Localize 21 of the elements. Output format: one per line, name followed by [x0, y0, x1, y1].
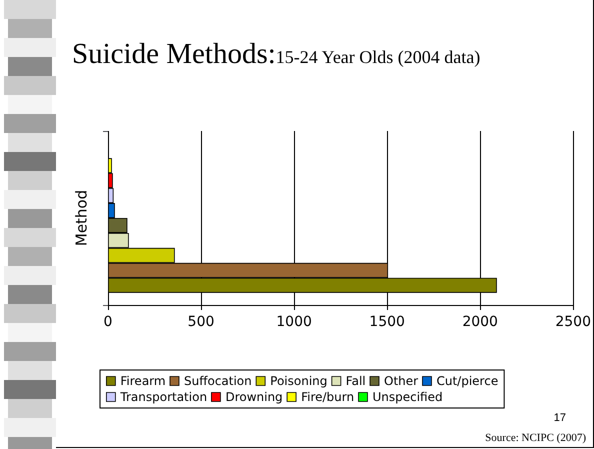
chart-title: Suicide Methods: — [72, 38, 276, 70]
legend-label: Fall — [346, 374, 366, 388]
text: 17 — [554, 412, 566, 424]
legend-label: Unspecified — [372, 390, 443, 404]
legend-label: Other — [384, 374, 418, 388]
legend-label: Transportation — [119, 390, 208, 404]
y-axis-title: Method — [72, 190, 91, 246]
legend-label: Poisoning — [270, 374, 328, 388]
x-tick-label: 2000 — [462, 314, 498, 330]
x-tick-label: 1500 — [369, 314, 405, 330]
x-tick-label: 2500 — [555, 314, 592, 330]
chart-subtitle: 15-24 Year Olds (2004 data) — [276, 47, 480, 67]
x-tick-label: 0 — [104, 314, 112, 330]
x-tick-label: 1000 — [276, 314, 312, 330]
legend-label: Fire/burn — [301, 390, 354, 404]
legend-label: Drowning — [225, 390, 283, 404]
legend-label: Firearm — [120, 374, 166, 388]
source-note: Source: NCIPC (2007) — [485, 432, 586, 444]
legend-label: Suffocation — [184, 374, 252, 388]
x-tick-label: 500 — [188, 314, 214, 330]
legend-label: Cut/pierce — [436, 374, 498, 388]
